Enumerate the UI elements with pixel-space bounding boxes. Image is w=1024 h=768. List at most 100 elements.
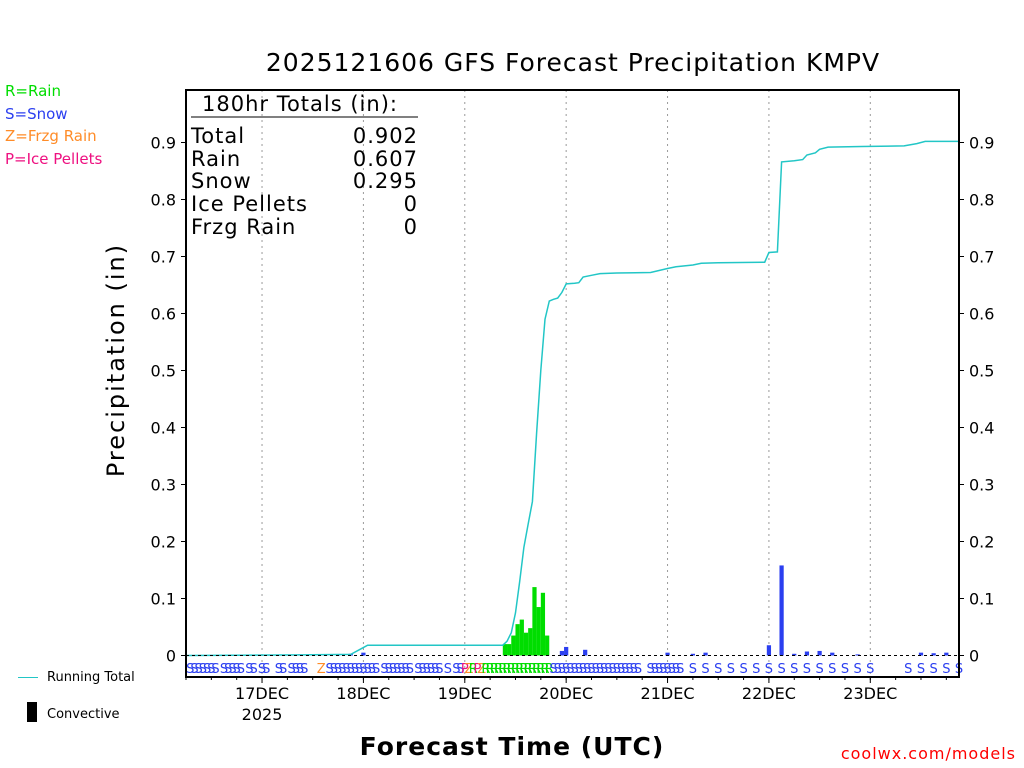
- y-tick-label-left: 0.3: [151, 476, 176, 495]
- ptype-label: S: [275, 662, 283, 677]
- ptype-label: S: [777, 662, 785, 677]
- precip-bar: [507, 644, 512, 656]
- plot-frame: [185, 89, 960, 678]
- precip-bar: [690, 653, 695, 656]
- y-tick-label-left: 0.1: [151, 590, 176, 609]
- ptype-label: S: [647, 662, 655, 677]
- ptype-label: S: [672, 662, 680, 677]
- ptype-label: S: [904, 662, 912, 677]
- ptype-label: R: [519, 662, 528, 677]
- ptype-label: S: [668, 662, 676, 677]
- ptype-label: S: [364, 662, 372, 677]
- y-tick-label-right: 0.5: [969, 362, 994, 381]
- plot-background: [186, 90, 959, 677]
- credit-link[interactable]: coolwx.com/models: [840, 744, 1016, 763]
- x-tick-label: 22DEC: [742, 684, 796, 703]
- ptype-label: S: [866, 662, 874, 677]
- ptype-label: S: [342, 662, 350, 677]
- ptype-label: S: [389, 662, 397, 677]
- ptype-label: S: [258, 662, 266, 677]
- ptype-label: S: [385, 662, 393, 677]
- y-tick-label-right: 0.7: [969, 248, 994, 267]
- ptype-label: S: [300, 662, 308, 677]
- ptype-label: S: [554, 662, 562, 677]
- ptype-label: S: [651, 662, 659, 677]
- y-tick-label-left: 0.7: [151, 248, 176, 267]
- ptype-label: S: [452, 662, 460, 677]
- y-tick-label-right: 0: [969, 647, 979, 666]
- precip-bar: [361, 652, 366, 656]
- running-total-legend-label: Running Total: [47, 670, 135, 685]
- precip-bar: [830, 652, 835, 656]
- ptype-label: R: [507, 662, 516, 677]
- y-tick-label-left: 0.5: [151, 362, 176, 381]
- ptype-label: S: [338, 662, 346, 677]
- totals-box: 180hr Totals (in): Total 0.902 Rain 0.60…: [190, 92, 418, 239]
- y-tick-label-right: 0.1: [969, 590, 994, 609]
- x-tick-label: 20DEC: [539, 684, 593, 703]
- precip-bar: [528, 628, 533, 656]
- ptype-label: S: [765, 662, 773, 677]
- ptype-label: S: [942, 662, 950, 677]
- ptype-label: S: [195, 662, 203, 677]
- precip-bar: [766, 645, 772, 656]
- ptype-label: S: [803, 662, 811, 677]
- y-tick-label-left: 0.9: [151, 134, 176, 153]
- ptype-label: S: [613, 662, 621, 677]
- precip-bar: [703, 652, 708, 656]
- ptype-label: S: [347, 662, 355, 677]
- ptype-label: S: [211, 662, 219, 677]
- ptype-label: Z: [465, 662, 474, 677]
- x-tick-label: 18DEC: [336, 684, 390, 703]
- ptype-label: S: [245, 662, 253, 677]
- y-tick-label-left: 0.6: [151, 305, 176, 324]
- ptype-label: S: [575, 662, 583, 677]
- ptype-label: S: [583, 662, 591, 677]
- x-tick-label: 17DEC: [235, 684, 289, 703]
- ptype-label: S: [296, 662, 304, 677]
- ptype-label: S: [689, 662, 697, 677]
- legend-snow: S=Snow: [5, 105, 68, 123]
- ptype-label: S: [262, 662, 270, 677]
- ptype-label: S: [279, 662, 287, 677]
- x-tick-label: 19DEC: [438, 684, 492, 703]
- ptype-label: S: [630, 662, 638, 677]
- ptype-label: R: [503, 662, 512, 677]
- ptype-label: S: [233, 662, 241, 677]
- precip-bar: [817, 650, 822, 656]
- totals-label-snow: Snow: [191, 169, 252, 193]
- ptype-label: S: [917, 662, 925, 677]
- ptype-label: S: [790, 662, 798, 677]
- ptype-label: S: [596, 662, 604, 677]
- precip-bar: [665, 652, 670, 656]
- convective-legend-swatch: [27, 702, 37, 722]
- precip-bar: [564, 646, 569, 656]
- ptype-label: S: [456, 662, 464, 677]
- precip-bar: [519, 619, 524, 656]
- legend-frzg-rain: Z=Frzg Rain: [5, 127, 97, 145]
- ptype-label: S: [190, 662, 198, 677]
- totals-value-ice-pellets: 0: [404, 192, 418, 216]
- precip-bar: [804, 651, 810, 656]
- ptype-label: P: [474, 662, 482, 677]
- ptype-label: S: [634, 662, 642, 677]
- precip-bar: [855, 654, 860, 656]
- ptype-label: S: [368, 662, 376, 677]
- ptype-label: S: [659, 662, 667, 677]
- ptype-label: S: [558, 662, 566, 677]
- totals-value-rain: 0.607: [353, 147, 418, 171]
- ptype-label: S: [351, 662, 359, 677]
- legend-ice-pellets: P=Ice Pellets: [5, 150, 103, 168]
- ptype-label: S: [402, 662, 410, 677]
- ptype-label: S: [435, 662, 443, 677]
- ptype-label: S: [220, 662, 228, 677]
- totals-value-total: 0.902: [353, 124, 418, 148]
- ptype-label: S: [815, 662, 823, 677]
- ptype-label: R: [515, 662, 524, 677]
- precip-bar: [523, 632, 529, 656]
- precip-bar: [511, 635, 516, 656]
- ptype-label: R: [545, 662, 554, 677]
- ptype-label: S: [841, 662, 849, 677]
- ptype-label: R: [511, 662, 520, 677]
- y-tick-label-left: 0.4: [151, 419, 176, 438]
